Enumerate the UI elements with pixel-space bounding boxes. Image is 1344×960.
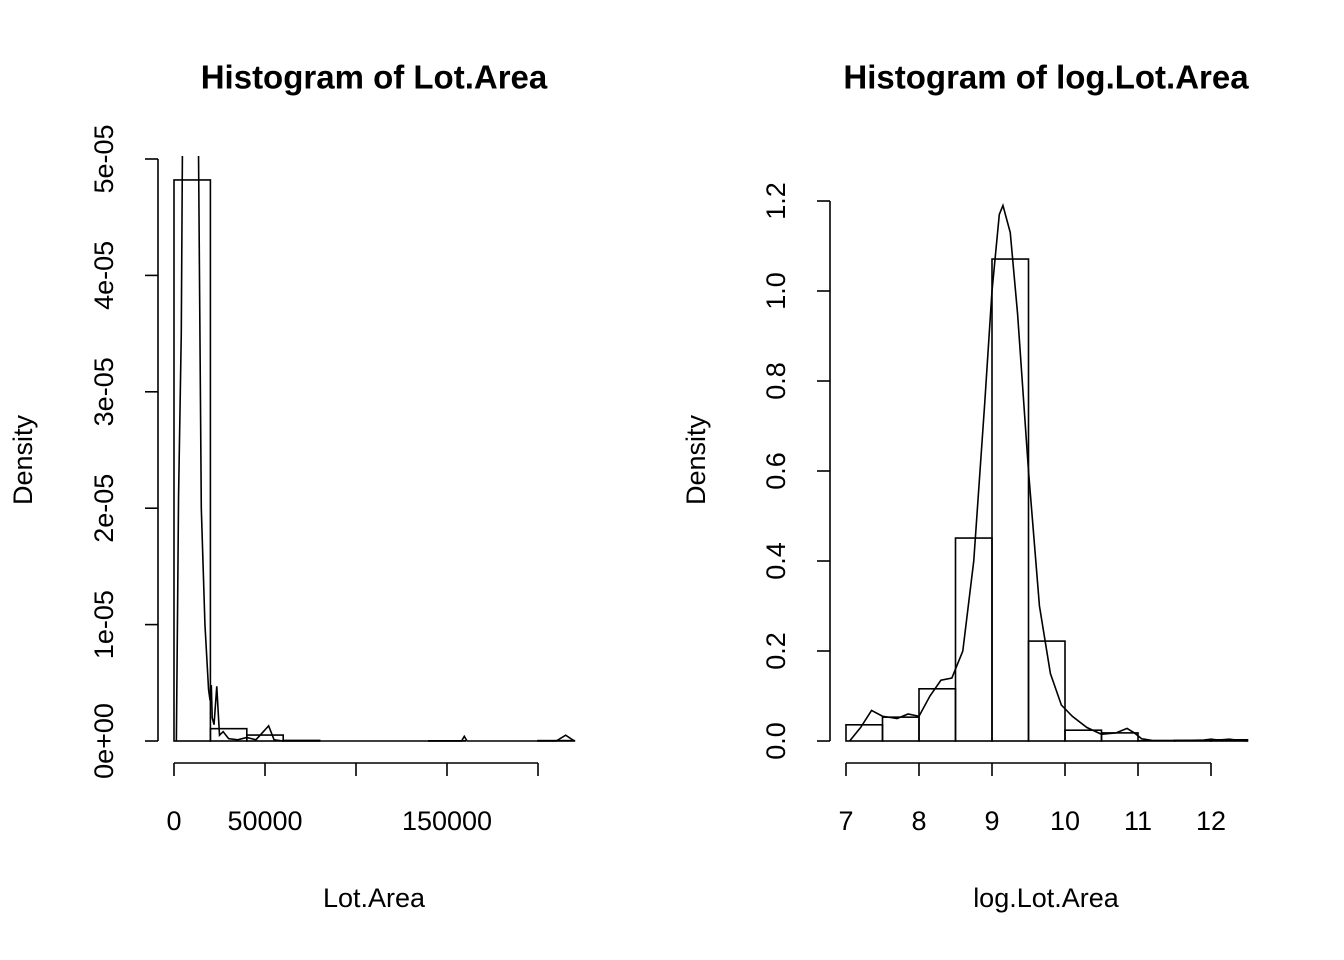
density-curve	[175, 156, 575, 742]
x-tick-label: 12	[1196, 806, 1226, 836]
y-tick-label: 1.0	[761, 272, 791, 310]
x-tick-label: 11	[1124, 806, 1152, 836]
bar	[881, 716, 920, 742]
x-tick-label: 9	[984, 806, 999, 836]
y-tick-label: 5e-05	[89, 124, 119, 193]
bar	[1027, 640, 1066, 742]
y-tick-label: 0.8	[761, 362, 791, 400]
density-curve	[849, 202, 1248, 742]
x-tick-label: 10	[1050, 806, 1080, 836]
x-tick-label: 8	[911, 806, 926, 836]
x-axis-label: Lot.Area	[323, 883, 426, 913]
y-axis-label: Density	[8, 414, 38, 505]
y-tick-label: 2e-05	[89, 474, 119, 543]
y-tick-label: 1e-05	[89, 590, 119, 659]
chart-title: Histogram of Lot.Area	[201, 59, 548, 96]
x-tick-label: 0	[166, 806, 181, 836]
bar	[954, 537, 993, 742]
x-axis-label: log.Lot.Area	[973, 883, 1120, 913]
y-tick-label: 4e-05	[89, 241, 119, 310]
y-tick-label: 0.4	[761, 542, 791, 580]
y-tick-label: 0.0	[761, 722, 791, 760]
bar	[1100, 732, 1139, 742]
bar	[173, 179, 212, 742]
y-tick-label: 3e-05	[89, 357, 119, 426]
y-tick-label: 0.2	[761, 632, 791, 670]
chart-title: Histogram of log.Lot.Area	[843, 59, 1249, 96]
x-tick-label: 150000	[402, 806, 492, 836]
y-tick-label: 1.2	[761, 182, 791, 220]
y-tick-label: 0.6	[761, 452, 791, 490]
x-tick-label: 50000	[227, 806, 302, 836]
y-tick-label: 0e+00	[89, 703, 119, 779]
x-tick-label: 7	[838, 806, 853, 836]
y-axis-label: Density	[681, 414, 711, 505]
bar	[918, 687, 957, 742]
bar	[991, 258, 1030, 742]
